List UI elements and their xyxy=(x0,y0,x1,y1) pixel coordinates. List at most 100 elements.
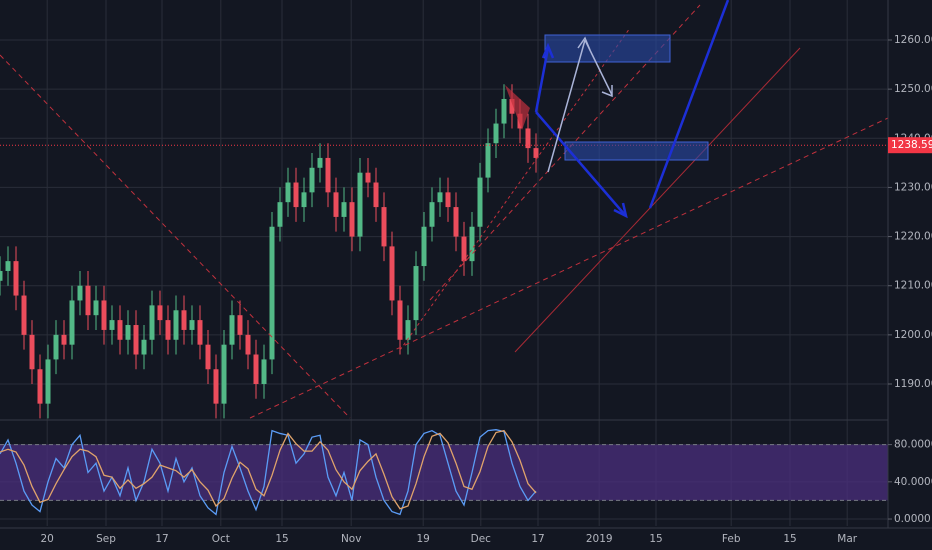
candle-body xyxy=(61,334,67,345)
candle-body xyxy=(229,315,235,345)
candle-body xyxy=(501,98,507,124)
candle-body xyxy=(133,325,139,355)
candle-body xyxy=(157,305,163,321)
candle-body xyxy=(37,369,43,404)
candle-body xyxy=(301,192,307,208)
y-tick-label: 1200.000 xyxy=(894,329,932,341)
last-price-label: 1238.593 xyxy=(891,139,932,151)
x-tick-label: 19 xyxy=(417,533,430,545)
x-tick-label: 15 xyxy=(649,533,662,545)
candle-body xyxy=(453,207,459,237)
stoch-line xyxy=(0,429,537,516)
candle-body xyxy=(277,202,283,227)
candle-body xyxy=(269,226,275,360)
y-tick-label: 1250.000 xyxy=(894,83,932,95)
candle-body xyxy=(85,285,91,316)
candle-body xyxy=(381,207,387,247)
candle-body xyxy=(205,344,211,370)
candle-body xyxy=(165,320,171,340)
x-tick-label: Mar xyxy=(837,533,857,545)
candle-body xyxy=(309,167,315,193)
candle-body xyxy=(349,202,355,237)
candle-body xyxy=(477,177,483,227)
candle-body xyxy=(293,182,299,208)
candle-body xyxy=(5,261,11,271)
target-zone xyxy=(544,34,671,63)
x-tick-label: 15 xyxy=(275,533,288,545)
candle-body xyxy=(197,320,203,345)
candle-body xyxy=(141,339,147,355)
arrow xyxy=(547,39,586,173)
candle-body xyxy=(357,172,363,237)
candle-body xyxy=(125,325,131,340)
candle-layer xyxy=(0,84,888,419)
y-tick-label: 1210.000 xyxy=(894,280,932,292)
x-tick-label: 2019 xyxy=(586,533,613,545)
candle-body xyxy=(213,369,219,404)
candle-body xyxy=(69,300,75,345)
y-tick-label: 0.0000 xyxy=(894,513,931,525)
last-price-box xyxy=(888,137,932,154)
candle-body xyxy=(317,157,323,168)
candle-body xyxy=(285,182,291,203)
projection xyxy=(648,0,730,209)
candle-body xyxy=(389,246,395,301)
projection xyxy=(534,47,550,113)
candle-body xyxy=(421,226,427,267)
candle-body xyxy=(189,320,195,330)
candle-body xyxy=(109,320,115,330)
candle-body xyxy=(397,300,403,340)
candle-body xyxy=(0,270,3,281)
candle-body xyxy=(53,334,59,360)
candle-body xyxy=(405,320,411,340)
candle-body xyxy=(461,236,467,262)
candle-body xyxy=(221,344,227,404)
trendline xyxy=(0,54,351,419)
y-tick-label: 80.0000 xyxy=(894,439,932,451)
candle-body xyxy=(261,359,267,384)
candle-body xyxy=(485,143,491,178)
y-tick-label: 40.0000 xyxy=(894,476,932,488)
candle-body xyxy=(21,295,27,335)
y-tick-label: 1260.000 xyxy=(894,34,932,46)
candle-body xyxy=(149,305,155,340)
candle-body xyxy=(509,98,515,114)
y-tick-label: 1190.000 xyxy=(894,378,932,390)
candle-body xyxy=(333,192,339,217)
x-tick-label: 15 xyxy=(783,533,796,545)
trendline xyxy=(514,47,801,353)
y-tick-label: 1220.000 xyxy=(894,231,932,243)
candle-body xyxy=(525,128,531,149)
projection xyxy=(535,111,626,216)
arrow-head xyxy=(541,42,555,59)
candle-body xyxy=(429,202,435,227)
candle-body xyxy=(77,285,83,301)
arrow-head xyxy=(613,202,628,219)
arrow-head xyxy=(601,85,613,98)
candle-body xyxy=(365,172,371,183)
x-tick-label: Sep xyxy=(96,533,116,545)
candle-body xyxy=(245,334,251,355)
candle-body xyxy=(341,202,347,217)
x-tick-label: Feb xyxy=(722,533,741,545)
candle-body xyxy=(493,123,499,144)
candle-body xyxy=(237,315,243,335)
candle-body xyxy=(45,359,51,404)
trendline xyxy=(249,117,889,419)
candle-body xyxy=(101,300,107,330)
candle-body xyxy=(469,226,475,262)
candle-body xyxy=(181,310,187,330)
triangle xyxy=(505,85,530,130)
candle-body xyxy=(93,300,99,316)
candle-body xyxy=(253,354,259,384)
x-tick-label: Nov xyxy=(341,533,362,545)
candle-body xyxy=(29,334,35,370)
x-tick-label: Oct xyxy=(212,533,230,545)
candle-body xyxy=(437,192,443,203)
candle-body xyxy=(445,192,451,208)
stoch-line xyxy=(0,429,537,510)
candle-body xyxy=(373,182,379,208)
candle-body xyxy=(117,320,123,340)
